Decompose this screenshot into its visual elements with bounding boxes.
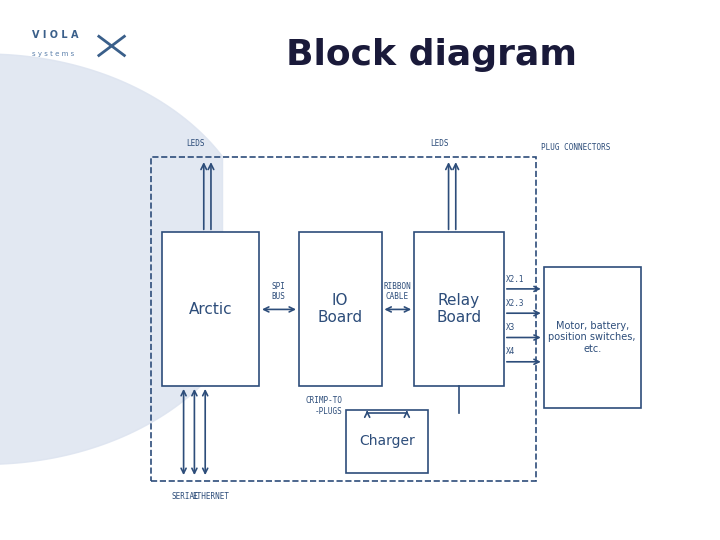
Text: X2.3: X2.3 [506,299,525,308]
FancyBboxPatch shape [346,410,428,472]
FancyBboxPatch shape [544,267,641,408]
Text: Block diagram: Block diagram [287,38,577,72]
Text: IO
Board: IO Board [318,293,363,325]
Polygon shape [0,54,222,464]
Text: CRIMP-TO
-PLUGS: CRIMP-TO -PLUGS [305,396,342,416]
Text: ETHERNET: ETHERNET [192,492,229,502]
FancyBboxPatch shape [162,232,259,386]
FancyBboxPatch shape [299,232,382,386]
Text: Motor, battery,
position switches,
etc.: Motor, battery, position switches, etc. [549,321,636,354]
Text: X4: X4 [506,347,516,356]
Text: PLUG CONNECTORS: PLUG CONNECTORS [541,143,611,152]
Text: SERIAL: SERIAL [171,492,199,502]
Text: SPI
BUS: SPI BUS [271,282,286,301]
Text: X3: X3 [506,323,516,332]
Text: Relay
Board: Relay Board [436,293,482,325]
FancyBboxPatch shape [414,232,504,386]
Text: Arctic: Arctic [189,302,233,316]
Text: LEDS: LEDS [431,139,449,148]
Text: s y s t e m s: s y s t e m s [32,51,75,57]
Text: LEDS: LEDS [186,139,204,148]
Text: X2.1: X2.1 [506,274,525,284]
Text: RIBBON
CABLE: RIBBON CABLE [384,282,411,301]
Text: V I O L A: V I O L A [32,30,79,40]
Text: Charger: Charger [359,435,415,448]
